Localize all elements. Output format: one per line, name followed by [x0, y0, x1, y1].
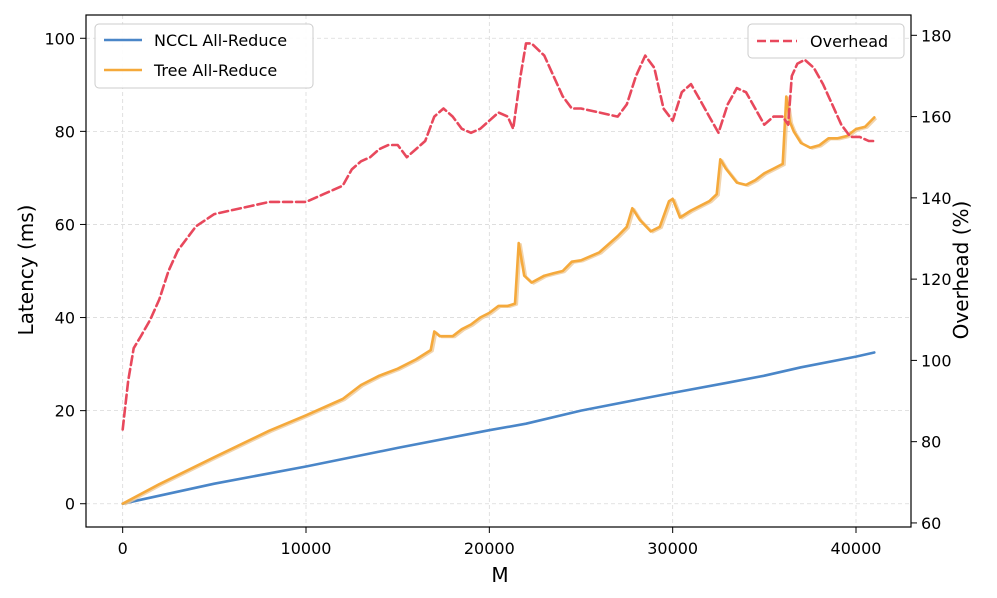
series-line-overhead [121, 42, 876, 431]
y-right-tick-label: 180 [921, 26, 952, 45]
y-right-tick-label: 160 [921, 108, 952, 127]
x-tick-label: 10000 [281, 539, 332, 558]
series-layer [121, 42, 878, 506]
y-left-tick-label: 60 [55, 215, 75, 234]
y-left-tick-label: 40 [55, 309, 75, 328]
legend-label-overhead: Overhead [810, 32, 888, 51]
ticks: 0 10000 20000 30000 40000 0 20 40 60 80 100 60 80 100… [44, 26, 951, 558]
y-axis-left-label: Latency (ms) [14, 205, 38, 336]
legend-left: NCCL All-Reduce Tree All-Reduce [94, 23, 314, 89]
y-right-tick-label: 60 [921, 514, 941, 533]
series-line-nccl-all-reduce [121, 351, 876, 505]
x-tick-label: 0 [118, 539, 128, 558]
x-tick-label: 30000 [647, 539, 698, 558]
y-right-tick-label: 80 [921, 433, 941, 452]
y-right-tick-label: 100 [921, 351, 952, 370]
legend-label-nccl: NCCL All-Reduce [154, 31, 287, 50]
y-right-tick-label: 120 [921, 270, 952, 289]
y-left-tick-label: 80 [55, 122, 75, 141]
y-left-tick-label: 100 [44, 29, 75, 48]
y-left-tick-label: 0 [65, 495, 75, 514]
series-line-tree-raw [124, 96, 878, 506]
plot-frame [85, 14, 912, 528]
y-left-tick-label: 20 [55, 402, 75, 421]
y-axis-right-label: Overhead (%) [949, 201, 973, 340]
grid [86, 15, 911, 527]
y-right-tick-label: 140 [921, 189, 952, 208]
legend-right: Overhead [747, 23, 905, 59]
x-tick-label: 40000 [831, 539, 882, 558]
legend-label-tree: Tree All-Reduce [153, 61, 277, 80]
x-tick-label: 20000 [464, 539, 515, 558]
x-axis-label: M [491, 563, 508, 587]
series-line-tree-all-reduce [121, 95, 876, 505]
